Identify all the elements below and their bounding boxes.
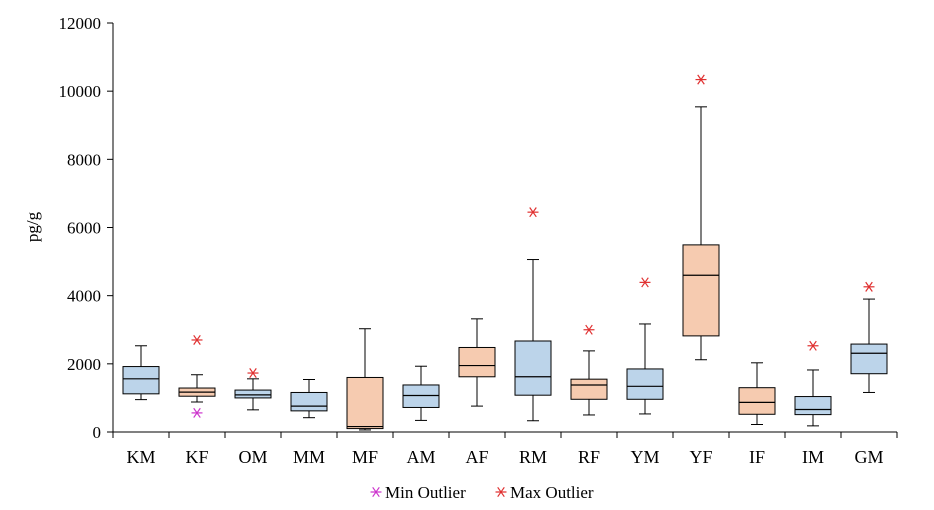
- x-tick-label-am: AM: [406, 447, 435, 467]
- box-af: [458, 318, 496, 407]
- iqr-box: [458, 346, 496, 378]
- iqr-box: [290, 391, 328, 412]
- legend-item-min-outlier: Min Outlier: [370, 483, 466, 502]
- x-tick-label-mm: MM: [293, 447, 325, 467]
- x-tick-label-im: IM: [802, 447, 824, 467]
- max-outlier-marker: [247, 368, 259, 379]
- box-yf: [682, 74, 720, 361]
- x-tick-label-ym: YM: [630, 447, 659, 467]
- box-km: [122, 345, 160, 401]
- box-mm: [290, 379, 328, 419]
- iqr-box: [514, 340, 552, 396]
- x-tick-label-rm: RM: [519, 447, 547, 467]
- box-rf: [570, 324, 608, 416]
- y-axis-label: pg/g: [23, 211, 42, 242]
- y-tick-label: 6000: [67, 219, 101, 238]
- x-tick-label-mf: MF: [352, 447, 378, 467]
- x-tick-label-gm: GM: [854, 447, 883, 467]
- iqr-box: [402, 384, 440, 408]
- box-gm: [850, 281, 888, 393]
- x-tick-label-if: IF: [749, 447, 765, 467]
- max-outlier-marker: [863, 281, 875, 292]
- iqr-box: [738, 387, 776, 415]
- max-outlier-marker: [527, 207, 539, 218]
- y-tick-label: 2000: [67, 355, 101, 374]
- x-tick-label-kf: KF: [185, 447, 208, 467]
- x-tick-label-af: AF: [465, 447, 488, 467]
- max-outlier-asterisk: [495, 486, 507, 498]
- max-outlier-marker: [695, 74, 707, 85]
- box-im: [794, 340, 832, 427]
- min-outlier-legend-marker: [370, 486, 382, 498]
- box-am: [402, 365, 440, 421]
- iqr-box: [682, 244, 720, 337]
- legend-label-min-outlier: Min Outlier: [385, 483, 466, 502]
- min-outlier-asterisk: [370, 486, 382, 498]
- max-outlier-marker: [583, 324, 595, 335]
- y-tick-label: 4000: [67, 287, 101, 306]
- min-outlier-marker: [191, 407, 203, 418]
- legend: Min Outlier Max Outlier: [370, 483, 594, 502]
- legend-label-max-outlier: Max Outlier: [510, 483, 594, 502]
- box-om: [234, 368, 272, 411]
- iqr-box: [794, 396, 832, 416]
- y-tick-label: 0: [93, 423, 102, 442]
- iqr-box: [570, 378, 608, 400]
- max-outlier-marker: [639, 277, 651, 288]
- legend-item-max-outlier: Max Outlier: [495, 483, 594, 502]
- y-tick-label: 10000: [59, 82, 102, 101]
- box-kf: [178, 334, 216, 418]
- iqr-box: [850, 343, 888, 375]
- iqr-box: [122, 366, 160, 395]
- box-if: [738, 362, 776, 426]
- iqr-box: [626, 368, 664, 400]
- y-tick-label: 12000: [59, 14, 102, 33]
- x-tick-label-yf: YF: [689, 447, 712, 467]
- x-tick-label-om: OM: [238, 447, 267, 467]
- y-tick-label: 8000: [67, 150, 101, 169]
- box-ym: [626, 277, 664, 415]
- x-tick-label-km: KM: [126, 447, 155, 467]
- box-mf: [346, 328, 384, 431]
- max-outlier-legend-marker: [495, 486, 507, 498]
- iqr-box: [346, 376, 384, 430]
- iqr-box: [234, 389, 272, 399]
- max-outlier-marker: [807, 340, 819, 351]
- plot-area: 0 2000 4000 6000 8000 10000 12000 KM KF OM MM MF AM A…: [59, 14, 898, 467]
- max-outlier-marker: [191, 334, 203, 345]
- box-rm: [514, 207, 552, 422]
- x-tick-label-rf: RF: [578, 447, 600, 467]
